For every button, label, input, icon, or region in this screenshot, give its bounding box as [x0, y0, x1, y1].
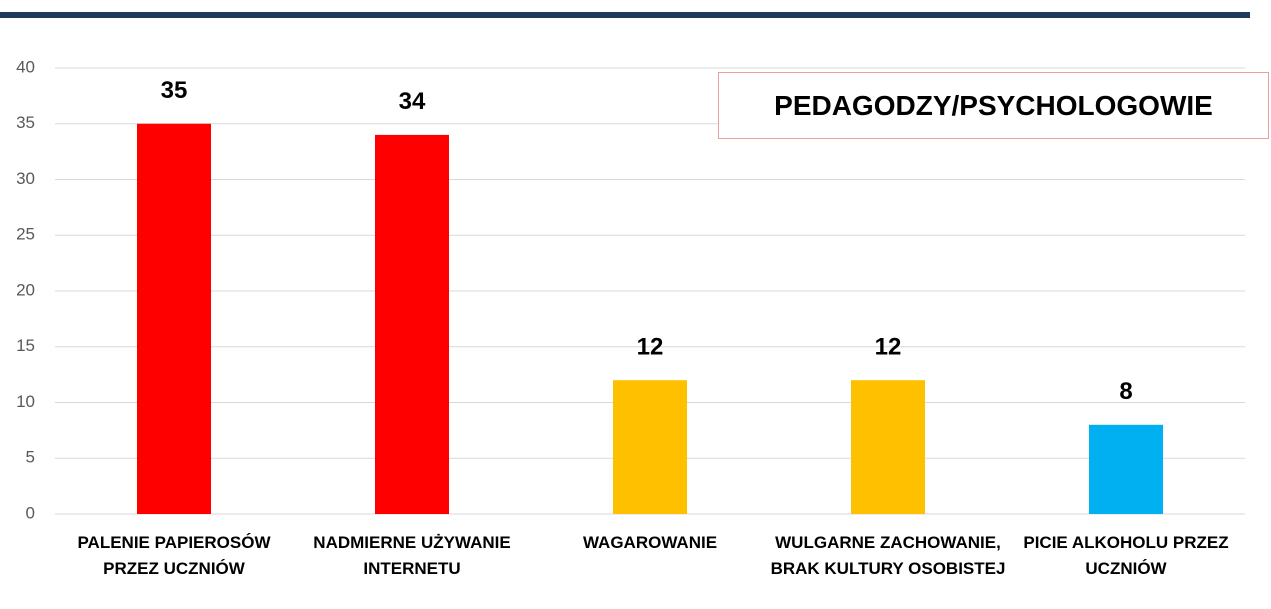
x-tick-label: WAGAROWANIE — [582, 533, 718, 552]
bar — [1089, 424, 1163, 514]
x-tick-label: WULGARNE ZACHOWANIE, BRAK KULTURY OSOBIS… — [770, 533, 1006, 578]
y-tick-label: 40 — [16, 57, 35, 76]
bar — [851, 380, 925, 514]
y-tick-label: 10 — [16, 392, 35, 411]
x-tick-label: PICIE ALKOHOLU PRZEZ UCZNIÓW — [1023, 533, 1229, 578]
y-tick-label: 20 — [16, 280, 35, 299]
y-tick-label: 0 — [26, 503, 35, 522]
bar — [137, 123, 211, 514]
x-tick-label: NADMIERNE UŻYWANIE INTERNETU — [313, 533, 511, 578]
value-label: 12 — [875, 334, 902, 361]
chart-title: PEDAGODZY/PSYCHOLOGOWIE — [718, 72, 1269, 139]
value-label: 12 — [637, 334, 664, 361]
value-label: 8 — [1119, 378, 1132, 405]
y-tick-label: 35 — [16, 113, 35, 132]
y-tick-label: 25 — [16, 225, 35, 244]
y-tick-label: 15 — [16, 336, 35, 355]
value-label: 34 — [399, 88, 426, 115]
value-label: 35 — [161, 77, 188, 104]
y-tick-label: 30 — [16, 169, 35, 188]
top-rule — [0, 12, 1250, 18]
bar — [613, 380, 687, 514]
x-tick-label: PALENIE PAPIEROSÓW PRZEZ UCZNIÓW — [77, 533, 271, 578]
y-tick-label: 5 — [26, 448, 35, 467]
bar — [375, 134, 449, 514]
